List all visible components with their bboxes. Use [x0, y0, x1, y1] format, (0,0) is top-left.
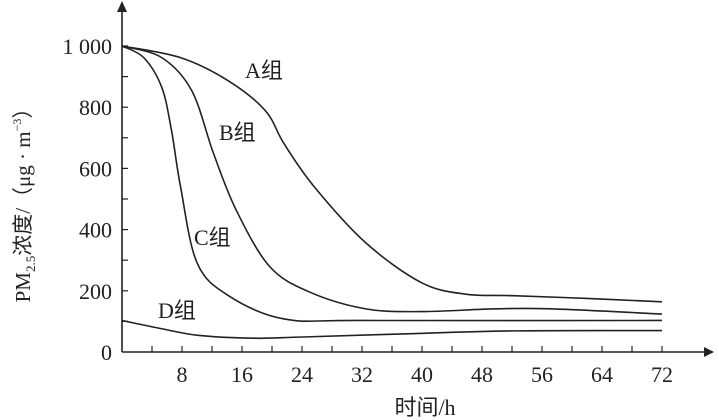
- x-axis-label: 时间/h: [394, 395, 455, 420]
- x-tick-label: 56: [531, 362, 553, 387]
- series-label: B组: [219, 120, 256, 145]
- y-tick-label: 800: [79, 95, 112, 120]
- series-line: [121, 319, 663, 340]
- series-line: [121, 45, 663, 315]
- y-axis-label: PM2.5浓度/（μg · m−3）: [10, 98, 38, 303]
- y-tick-label: 600: [79, 156, 112, 181]
- x-axis-arrow-icon: [704, 347, 714, 357]
- series-label: D组: [158, 298, 196, 323]
- y-tick-label: 200: [79, 279, 112, 304]
- x-tick-label: 32: [351, 362, 373, 387]
- x-tick-label: 8: [177, 362, 188, 387]
- x-tick-label: 24: [291, 362, 313, 387]
- y-tick-label: 0: [101, 340, 112, 365]
- y-tick-label: 400: [79, 218, 112, 243]
- series-label: A组: [245, 58, 283, 83]
- x-tick-label: 16: [231, 362, 253, 387]
- x-tick-label: 48: [471, 362, 493, 387]
- series-line: [121, 45, 663, 323]
- y-tick-label: 1 000: [63, 34, 113, 59]
- series-line: [121, 45, 663, 303]
- x-tick-label: 72: [651, 362, 673, 387]
- x-tick-label: 64: [591, 362, 613, 387]
- x-tick-label: 40: [411, 362, 433, 387]
- y-axis-arrow-icon: [117, 1, 127, 12]
- series-label: C组: [194, 225, 231, 250]
